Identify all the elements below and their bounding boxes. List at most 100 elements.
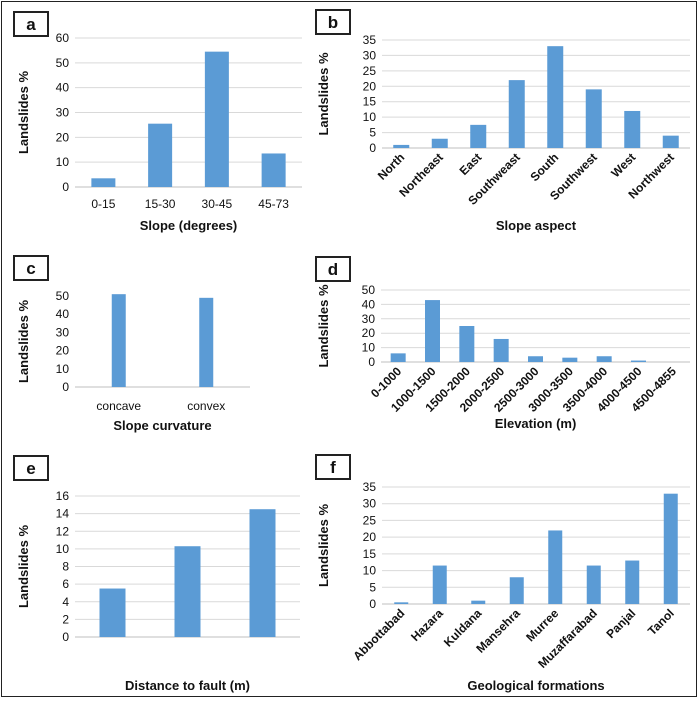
y-tick-label: 10 bbox=[362, 341, 376, 355]
x-axis-title: Slope aspect bbox=[496, 218, 577, 233]
y-axis-title: Landslides % bbox=[16, 300, 31, 384]
y-tick-label: 20 bbox=[56, 344, 70, 358]
y-tick-label: 30 bbox=[363, 48, 377, 62]
y-tick-label: 10 bbox=[56, 155, 70, 169]
x-tick-label: convex bbox=[187, 399, 225, 413]
y-tick-label: 10 bbox=[56, 542, 70, 556]
panel-letter-box bbox=[315, 454, 351, 480]
bar bbox=[261, 153, 286, 187]
bar bbox=[174, 546, 201, 637]
y-axis-title: Landslides % bbox=[316, 52, 331, 136]
y-tick-label: 50 bbox=[56, 289, 70, 303]
bar bbox=[625, 560, 640, 604]
bar bbox=[394, 602, 409, 604]
bar bbox=[432, 565, 447, 604]
y-tick-label: 0 bbox=[369, 141, 376, 155]
x-axis-title: Geological formations bbox=[467, 678, 604, 693]
y-tick-label: 60 bbox=[56, 31, 70, 45]
y-tick-label: 50 bbox=[362, 283, 376, 297]
y-tick-label: 5 bbox=[369, 580, 376, 594]
x-tick-label: 30-45 bbox=[202, 197, 233, 211]
bar bbox=[99, 588, 126, 637]
y-tick-label: 15 bbox=[363, 547, 377, 561]
panel-letter-box bbox=[315, 9, 351, 35]
bar bbox=[390, 353, 406, 362]
panel-letter: a bbox=[26, 15, 36, 34]
y-tick-label: 4 bbox=[62, 595, 69, 609]
y-tick-label: 20 bbox=[363, 530, 377, 544]
bar bbox=[204, 51, 229, 188]
y-tick-label: 20 bbox=[56, 130, 70, 144]
panel-a: a 0 10 20 30 40 50 60 0-15 15-30 30-45 45-73 Slope (… bbox=[13, 11, 302, 233]
panel-c: c 0 10 20 30 40 50 concave convex Slope curvature… bbox=[13, 255, 250, 433]
bar bbox=[662, 135, 679, 148]
bar bbox=[624, 110, 641, 148]
bar bbox=[471, 600, 486, 604]
y-axis-title: Landslides % bbox=[16, 525, 31, 609]
bar bbox=[470, 124, 487, 148]
y-tick-label: 25 bbox=[363, 64, 377, 78]
y-tick-label: 0 bbox=[368, 355, 375, 369]
bar bbox=[91, 178, 116, 187]
y-tick-label: 30 bbox=[56, 106, 70, 120]
bar bbox=[493, 338, 509, 362]
y-tick-label: 25 bbox=[363, 513, 377, 527]
panel-letter-box bbox=[315, 256, 351, 282]
y-tick-label: 2 bbox=[62, 612, 69, 626]
y-tick-label: 40 bbox=[362, 297, 376, 311]
bar bbox=[508, 80, 525, 148]
bar bbox=[111, 294, 126, 387]
y-tick-label: 35 bbox=[363, 480, 377, 494]
x-axis-title: Slope (degrees) bbox=[140, 218, 238, 233]
panel-letter: d bbox=[328, 260, 338, 279]
panel-letter: f bbox=[330, 458, 336, 477]
x-tick-label: concave bbox=[96, 399, 141, 413]
y-tick-label: 30 bbox=[363, 497, 377, 511]
x-tick-label: 45-73 bbox=[258, 197, 289, 211]
bar bbox=[425, 300, 440, 362]
y-axis-title: Landslides % bbox=[316, 504, 331, 588]
y-tick-label: 14 bbox=[56, 507, 70, 521]
bar bbox=[393, 144, 410, 148]
bar bbox=[148, 123, 173, 187]
bar bbox=[586, 565, 601, 604]
y-tick-label: 15 bbox=[363, 95, 377, 109]
y-tick-label: 50 bbox=[56, 56, 70, 70]
panel-letter-box bbox=[13, 255, 49, 281]
bar bbox=[249, 509, 276, 637]
y-tick-label: 20 bbox=[363, 79, 377, 93]
bar bbox=[596, 356, 612, 362]
panel-letter: b bbox=[328, 13, 338, 32]
bar bbox=[548, 530, 563, 604]
bar bbox=[585, 89, 602, 148]
y-axis-title: Landslides % bbox=[16, 71, 31, 155]
x-tick-label: 15-30 bbox=[145, 197, 176, 211]
y-tick-label: 40 bbox=[56, 307, 70, 321]
y-tick-label: 10 bbox=[363, 110, 377, 124]
y-tick-label: 8 bbox=[62, 560, 69, 574]
panel-e: e 0 2 4 6 8 10 12 14 16 Distance to fault (m) Lands… bbox=[13, 455, 300, 693]
bar bbox=[562, 357, 578, 362]
y-tick-label: 5 bbox=[369, 126, 376, 140]
x-axis-title: Elevation (m) bbox=[495, 416, 577, 431]
y-tick-label: 0 bbox=[62, 630, 69, 644]
y-tick-label: 0 bbox=[62, 180, 69, 194]
x-axis-title: Distance to fault (m) bbox=[125, 678, 250, 693]
bar bbox=[663, 493, 678, 604]
bar bbox=[509, 577, 524, 604]
bar bbox=[199, 297, 214, 387]
panel-letter-box bbox=[13, 455, 49, 481]
bar bbox=[431, 138, 448, 148]
y-tick-label: 12 bbox=[56, 524, 70, 538]
y-tick-label: 30 bbox=[56, 325, 70, 339]
x-tick-label: 0-15 bbox=[91, 197, 115, 211]
y-tick-label: 35 bbox=[363, 33, 377, 47]
y-tick-label: 10 bbox=[363, 564, 377, 578]
y-tick-label: 30 bbox=[362, 312, 376, 326]
panel-letter: e bbox=[26, 459, 35, 478]
y-tick-label: 16 bbox=[56, 489, 70, 503]
bar bbox=[528, 356, 543, 362]
